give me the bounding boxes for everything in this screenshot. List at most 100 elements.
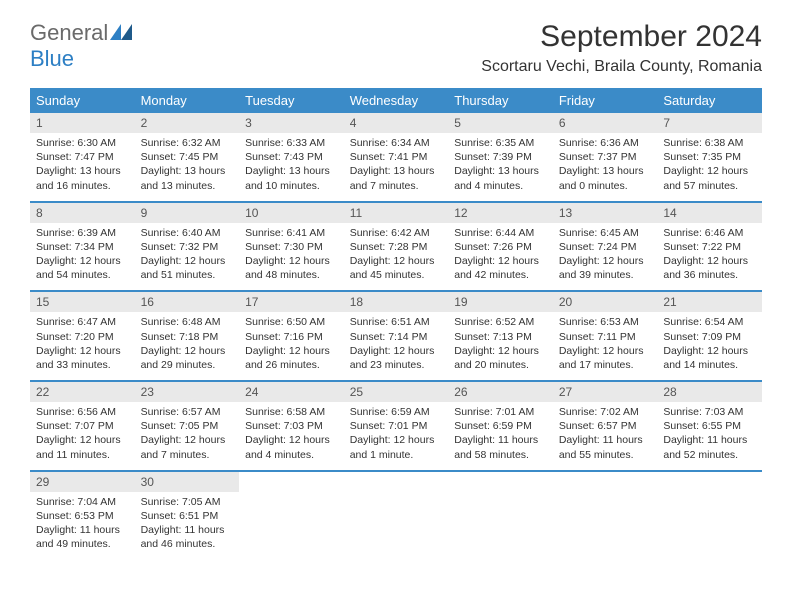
daylight-text-1: Daylight: 12 hours xyxy=(245,254,338,268)
daylight-text-2: and 36 minutes. xyxy=(663,268,756,282)
day-number: 26 xyxy=(448,381,553,402)
daylight-text-2: and 48 minutes. xyxy=(245,268,338,282)
sunrise-text: Sunrise: 6:32 AM xyxy=(141,136,234,150)
daylight-text-1: Daylight: 13 hours xyxy=(141,164,234,178)
sunset-text: Sunset: 7:13 PM xyxy=(454,330,547,344)
dayhead: Tuesday xyxy=(239,88,344,113)
daylight-text-1: Daylight: 12 hours xyxy=(36,254,129,268)
day-number: 29 xyxy=(30,471,135,492)
sunset-text: Sunset: 6:57 PM xyxy=(559,419,652,433)
day-number: 25 xyxy=(344,381,449,402)
daylight-text-2: and 16 minutes. xyxy=(36,179,129,193)
day-content: Sunrise: 6:50 AMSunset: 7:16 PMDaylight:… xyxy=(239,312,344,381)
day-content: Sunrise: 6:54 AMSunset: 7:09 PMDaylight:… xyxy=(657,312,762,381)
daylight-text-2: and 49 minutes. xyxy=(36,537,129,551)
day-content: Sunrise: 6:45 AMSunset: 7:24 PMDaylight:… xyxy=(553,223,658,292)
daylight-text-1: Daylight: 12 hours xyxy=(141,433,234,447)
day-empty xyxy=(448,471,553,492)
daylight-text-1: Daylight: 12 hours xyxy=(663,254,756,268)
day-empty xyxy=(657,471,762,492)
daylight-text-1: Daylight: 12 hours xyxy=(350,254,443,268)
day-content: Sunrise: 6:41 AMSunset: 7:30 PMDaylight:… xyxy=(239,223,344,292)
daylight-text-2: and 14 minutes. xyxy=(663,358,756,372)
logo-text-general: General xyxy=(30,20,108,45)
day-content: Sunrise: 7:05 AMSunset: 6:51 PMDaylight:… xyxy=(135,492,240,560)
day-content: Sunrise: 6:53 AMSunset: 7:11 PMDaylight:… xyxy=(553,312,658,381)
day-content: Sunrise: 6:56 AMSunset: 7:07 PMDaylight:… xyxy=(30,402,135,471)
sunrise-text: Sunrise: 6:42 AM xyxy=(350,226,443,240)
sunrise-text: Sunrise: 6:39 AM xyxy=(36,226,129,240)
day-content: Sunrise: 7:01 AMSunset: 6:59 PMDaylight:… xyxy=(448,402,553,471)
sunrise-text: Sunrise: 6:57 AM xyxy=(141,405,234,419)
daylight-text-2: and 13 minutes. xyxy=(141,179,234,193)
sunset-text: Sunset: 7:22 PM xyxy=(663,240,756,254)
sunset-text: Sunset: 7:41 PM xyxy=(350,150,443,164)
daylight-text-1: Daylight: 12 hours xyxy=(350,344,443,358)
day-empty xyxy=(553,492,658,560)
sunrise-text: Sunrise: 6:56 AM xyxy=(36,405,129,419)
daylight-text-2: and 33 minutes. xyxy=(36,358,129,372)
dayhead: Monday xyxy=(135,88,240,113)
daylight-text-1: Daylight: 11 hours xyxy=(36,523,129,537)
sunset-text: Sunset: 7:11 PM xyxy=(559,330,652,344)
day-number: 21 xyxy=(657,291,762,312)
day-content: Sunrise: 6:44 AMSunset: 7:26 PMDaylight:… xyxy=(448,223,553,292)
daylight-text-1: Daylight: 12 hours xyxy=(559,254,652,268)
daycontent-row: Sunrise: 6:30 AMSunset: 7:47 PMDaylight:… xyxy=(30,133,762,202)
daylight-text-2: and 1 minute. xyxy=(350,448,443,462)
sunrise-text: Sunrise: 6:50 AM xyxy=(245,315,338,329)
sunrise-text: Sunrise: 7:03 AM xyxy=(663,405,756,419)
daylight-text-2: and 42 minutes. xyxy=(454,268,547,282)
day-number: 20 xyxy=(553,291,658,312)
sunset-text: Sunset: 7:43 PM xyxy=(245,150,338,164)
sunset-text: Sunset: 7:01 PM xyxy=(350,419,443,433)
sunset-text: Sunset: 7:30 PM xyxy=(245,240,338,254)
sunset-text: Sunset: 7:18 PM xyxy=(141,330,234,344)
sunset-text: Sunset: 7:39 PM xyxy=(454,150,547,164)
logo-text-blue: Blue xyxy=(30,46,74,71)
daylight-text-2: and 23 minutes. xyxy=(350,358,443,372)
daylight-text-2: and 55 minutes. xyxy=(559,448,652,462)
daylight-text-1: Daylight: 12 hours xyxy=(350,433,443,447)
sunrise-text: Sunrise: 6:41 AM xyxy=(245,226,338,240)
daylight-text-2: and 20 minutes. xyxy=(454,358,547,372)
sunset-text: Sunset: 6:53 PM xyxy=(36,509,129,523)
day-number: 23 xyxy=(135,381,240,402)
calendar-table: SundayMondayTuesdayWednesdayThursdayFrid… xyxy=(30,88,762,560)
day-empty xyxy=(239,471,344,492)
sunrise-text: Sunrise: 6:33 AM xyxy=(245,136,338,150)
daynum-row: 1234567 xyxy=(30,113,762,133)
sunrise-text: Sunrise: 7:01 AM xyxy=(454,405,547,419)
sunrise-text: Sunrise: 6:51 AM xyxy=(350,315,443,329)
day-empty xyxy=(657,492,762,560)
daylight-text-1: Daylight: 13 hours xyxy=(245,164,338,178)
daylight-text-2: and 58 minutes. xyxy=(454,448,547,462)
daylight-text-1: Daylight: 12 hours xyxy=(454,254,547,268)
sunrise-text: Sunrise: 6:59 AM xyxy=(350,405,443,419)
day-content: Sunrise: 6:47 AMSunset: 7:20 PMDaylight:… xyxy=(30,312,135,381)
sunrise-text: Sunrise: 7:02 AM xyxy=(559,405,652,419)
daylight-text-1: Daylight: 12 hours xyxy=(454,344,547,358)
sunset-text: Sunset: 7:35 PM xyxy=(663,150,756,164)
daylight-text-2: and 4 minutes. xyxy=(454,179,547,193)
sunrise-text: Sunrise: 6:54 AM xyxy=(663,315,756,329)
sunset-text: Sunset: 7:20 PM xyxy=(36,330,129,344)
sunrise-text: Sunrise: 6:58 AM xyxy=(245,405,338,419)
day-number: 15 xyxy=(30,291,135,312)
daylight-text-2: and 4 minutes. xyxy=(245,448,338,462)
sunrise-text: Sunrise: 6:47 AM xyxy=(36,315,129,329)
day-number: 27 xyxy=(553,381,658,402)
daylight-text-1: Daylight: 13 hours xyxy=(454,164,547,178)
sunrise-text: Sunrise: 6:35 AM xyxy=(454,136,547,150)
daylight-text-1: Daylight: 11 hours xyxy=(141,523,234,537)
day-content: Sunrise: 6:42 AMSunset: 7:28 PMDaylight:… xyxy=(344,223,449,292)
sunrise-text: Sunrise: 6:48 AM xyxy=(141,315,234,329)
day-content: Sunrise: 7:04 AMSunset: 6:53 PMDaylight:… xyxy=(30,492,135,560)
daynum-row: 22232425262728 xyxy=(30,381,762,402)
day-content: Sunrise: 6:35 AMSunset: 7:39 PMDaylight:… xyxy=(448,133,553,202)
daylight-text-1: Daylight: 12 hours xyxy=(245,344,338,358)
daycontent-row: Sunrise: 7:04 AMSunset: 6:53 PMDaylight:… xyxy=(30,492,762,560)
logo: General Blue xyxy=(30,20,132,72)
day-content: Sunrise: 6:52 AMSunset: 7:13 PMDaylight:… xyxy=(448,312,553,381)
day-number: 10 xyxy=(239,202,344,223)
